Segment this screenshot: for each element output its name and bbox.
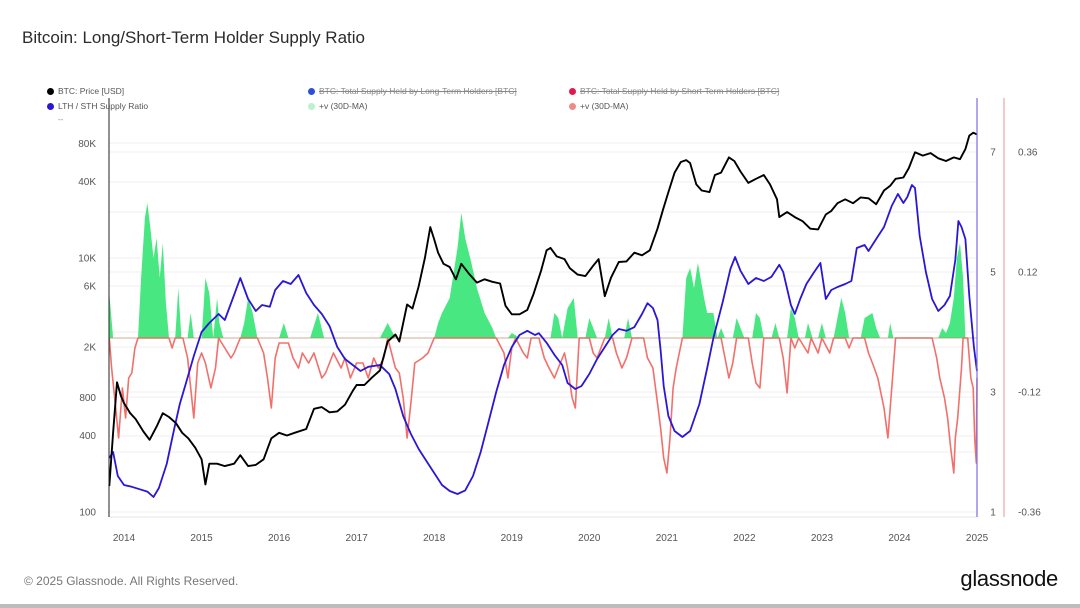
v-tick-label: -0.12: [1018, 388, 1041, 399]
x-tick-label: 2019: [501, 533, 524, 544]
page-title: Bitcoin: Long/Short-Term Holder Supply R…: [22, 28, 365, 47]
axes: 100 400 800 2K 6K 10K 40K 80K 1 3 5 7 -0.36 -0.12 0.12…: [78, 98, 1041, 544]
legend-dot-icon: [308, 87, 315, 95]
x-tick-label: 2014: [113, 533, 136, 544]
btc-price-line: [108, 131, 978, 487]
price-tick-label: 100: [79, 508, 96, 519]
ratio-tick-label: 3: [990, 388, 996, 399]
x-tick-label: 2015: [190, 533, 213, 544]
x-tick-label: 2024: [888, 533, 911, 544]
x-tick-label: 2018: [423, 533, 446, 544]
legend-dot-icon: [47, 102, 54, 110]
legend-item-positive-v[interactable]: +v (30D-MA): [308, 101, 367, 111]
price-tick-label: 400: [79, 431, 96, 442]
glassnode-logo[interactable]: glassnode: [960, 566, 1058, 591]
price-tick-label: 80K: [78, 139, 96, 150]
legend-dot-icon: [569, 102, 576, 110]
legend-extra: --: [58, 115, 64, 124]
legend-dot-icon: [569, 87, 576, 95]
legend-item-lth-supply[interactable]: BTC: Total Supply Held by Long-Term Hold…: [308, 86, 517, 96]
legend-item-ratio[interactable]: LTH / STH Supply Ratio: [47, 101, 148, 111]
positive-v-area: [109, 203, 978, 338]
x-tick-label: 2017: [346, 533, 369, 544]
legend-label: BTC: Price [USD]: [58, 86, 125, 96]
price-tick-label: 10K: [78, 254, 96, 265]
legend-dot-icon: [47, 87, 54, 95]
v-tick-label: 0.36: [1018, 148, 1038, 159]
legend-label: +v (30D-MA): [580, 101, 629, 111]
negative-v-line: [108, 337, 978, 474]
bottom-divider: [0, 604, 1080, 608]
x-tick-label: 2023: [811, 533, 834, 544]
price-tick-label: 40K: [78, 177, 96, 188]
legend-item-sth-supply[interactable]: BTC: Total Supply Held by Short-Term Hol…: [569, 86, 779, 96]
ratio-tick-label: 7: [990, 148, 996, 159]
x-tick-label: 2021: [656, 533, 679, 544]
ratio-tick-label: 1: [990, 508, 996, 519]
x-tick-label: 2025: [966, 533, 989, 544]
ratio-tick-label: 5: [990, 268, 996, 279]
x-tick-label: 2016: [268, 533, 291, 544]
legend-item-negative-v[interactable]: +v (30D-MA): [569, 101, 628, 111]
legend-label: BTC: Total Supply Held by Long-Term Hold…: [319, 86, 517, 96]
v-tick-label: 0.12: [1018, 268, 1038, 279]
legend-dot-icon: [308, 102, 315, 110]
price-tick-label: 800: [79, 393, 96, 404]
legend-label: BTC: Total Supply Held by Short-Term Hol…: [580, 86, 780, 96]
series-line-layer: [108, 131, 978, 498]
gridlines: [109, 142, 977, 518]
legend-label: +v (30D-MA): [319, 101, 368, 111]
legend-item-btc-price[interactable]: BTC: Price [USD]: [47, 86, 124, 96]
v-tick-label: -0.36: [1018, 508, 1041, 519]
price-tick-label: 2K: [84, 342, 97, 353]
x-tick-label: 2020: [578, 533, 601, 544]
legend-label: LTH / STH Supply Ratio: [58, 101, 149, 111]
lth-sth-ratio-line: [108, 184, 978, 498]
x-tick-label: 2022: [733, 533, 756, 544]
positive-v-area-layer: [109, 203, 978, 338]
footer-copyright: © 2025 Glassnode. All Rights Reserved.: [24, 574, 239, 588]
price-tick-label: 6K: [84, 282, 97, 293]
